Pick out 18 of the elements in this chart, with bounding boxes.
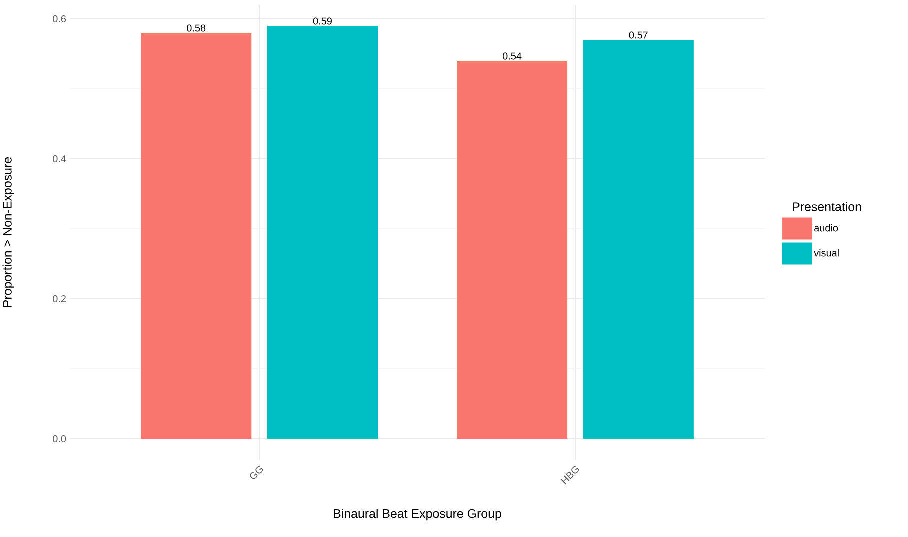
data-label: 0.59 <box>313 18 332 25</box>
bar <box>267 26 378 439</box>
data-label: 0.57 <box>629 32 648 39</box>
x-axis-title: Binaural Beat Exposure Group <box>334 509 502 521</box>
y-tick-label: 0.0 <box>53 435 66 443</box>
y-tick-label: 0.2 <box>53 295 66 303</box>
legend-label: audio <box>814 224 838 232</box>
legend-title: Presentation <box>793 202 862 212</box>
x-tick-label: GG <box>250 466 264 480</box>
data-label: 0.54 <box>502 52 522 60</box>
bar <box>583 40 694 439</box>
data-label: 0.58 <box>187 24 206 32</box>
y-tick-label: 0.4 <box>53 155 66 163</box>
bar <box>456 60 568 439</box>
y-tick-label: 0.6 <box>53 15 66 23</box>
y-axis-title: Proportion > Non-Exposure <box>2 157 14 308</box>
bar <box>141 32 252 439</box>
legend-label: visual <box>814 249 839 257</box>
